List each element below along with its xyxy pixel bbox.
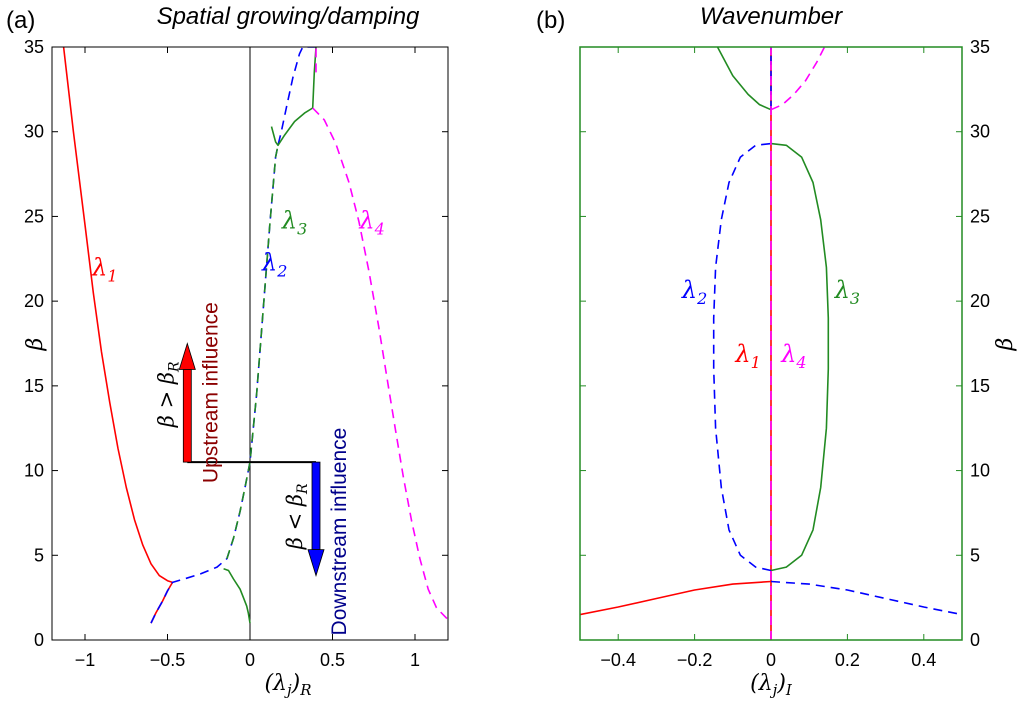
upstream-arrow-head	[178, 342, 196, 370]
panel-a-label: (a)	[6, 7, 35, 34]
y-tick-label: 25	[970, 206, 990, 226]
series-3-top	[716, 47, 772, 111]
panel-b-series	[580, 47, 962, 640]
y-tick-label: 10	[24, 461, 44, 481]
y-tick-label: 10	[970, 461, 990, 481]
curve-label-1: λ1	[91, 254, 117, 286]
panel-b-ylabel: β	[993, 338, 1018, 352]
curve-label-2: λ2	[261, 249, 287, 281]
downstream-influence-label: Downstream influence	[328, 428, 351, 636]
panel-b-frame	[579, 46, 963, 641]
y-tick-label: 15	[24, 376, 44, 396]
curve-label-4: λ4	[780, 340, 806, 372]
panel-b: (b) Wavenumber −0.4 −0.2 0 0.2 0.4 0 5 10 15 20 25…	[536, 3, 1018, 699]
x-tick-label: −1	[75, 650, 96, 670]
upstream-condition: β > βR	[154, 361, 182, 428]
panel-b-xlabel: (λj)I	[750, 671, 793, 699]
y-tick-label: 35	[24, 37, 44, 57]
y-tick-label: 30	[970, 122, 990, 142]
curve-label-1: λ1	[734, 340, 760, 372]
x-tick-label: 0.5	[320, 650, 345, 670]
curve-label-4: λ4	[358, 206, 384, 238]
series-4	[770, 47, 826, 111]
y-tick-label: 25	[24, 206, 44, 226]
y-tick-label: 20	[24, 291, 44, 311]
curve-label-3: λ3	[834, 276, 860, 308]
y-tick-label: 30	[24, 122, 44, 142]
series-3-loop	[270, 47, 317, 147]
y-tick-label: 35	[970, 37, 990, 57]
downstream-condition: β < βR	[283, 483, 311, 550]
panel-a-frame	[51, 46, 449, 641]
panel-b-title: Wavenumber	[700, 3, 843, 30]
panel-a-annotations: λ1 λ2 λ3 λ4 Upstream influence Downstream inf…	[91, 206, 385, 635]
x-tick-label: 1	[410, 650, 420, 670]
x-tick-label: 0.4	[911, 650, 936, 670]
y-tick-label: 5	[34, 545, 44, 565]
panel-a-title: Spatial growing/damping	[157, 3, 420, 30]
y-tick-label: 20	[970, 291, 990, 311]
panel-b-ticks: −0.4 −0.2 0 0.2 0.4 0 5 10 15 20 25 30 35	[580, 37, 990, 670]
panel-a-series	[62, 47, 448, 640]
upstream-influence-label: Upstream influence	[199, 302, 222, 483]
series-2	[770, 580, 962, 616]
y-tick-label: 15	[970, 376, 990, 396]
series-1	[580, 580, 772, 616]
y-tick-label: 0	[34, 630, 44, 650]
y-tick-label: 5	[970, 545, 980, 565]
downstream-arrow-head	[307, 549, 325, 577]
panel-b-annotations: λ2 λ1 λ4 λ3	[681, 276, 860, 372]
series-3	[223, 568, 251, 624]
x-tick-label: 0	[766, 650, 776, 670]
x-tick-label: −0.2	[677, 650, 713, 670]
curve-label-2: λ2	[681, 276, 707, 308]
panel-a-xlabel: (λj)R	[264, 671, 311, 699]
x-tick-label: 0.2	[835, 650, 860, 670]
series-3-upper	[226, 145, 279, 559]
x-tick-label: 0	[245, 650, 255, 670]
downstream-arrow-shaft	[311, 461, 321, 551]
curve-label-3: λ3	[281, 206, 307, 238]
x-tick-label: −0.5	[150, 650, 186, 670]
panel-a-ylabel: β	[23, 338, 48, 352]
series-4	[312, 107, 448, 621]
series-1	[62, 47, 173, 584]
panel-b-label: (b)	[536, 7, 565, 34]
x-tick-label: −0.4	[600, 650, 636, 670]
upstream-arrow-shaft	[182, 369, 192, 463]
series-2-loop	[712, 142, 772, 572]
y-tick-label: 0	[970, 630, 980, 650]
series-3	[770, 142, 830, 572]
panel-a: (a) Spatial growing/damping −1 −0.5 0 0.5 10…	[6, 3, 449, 699]
